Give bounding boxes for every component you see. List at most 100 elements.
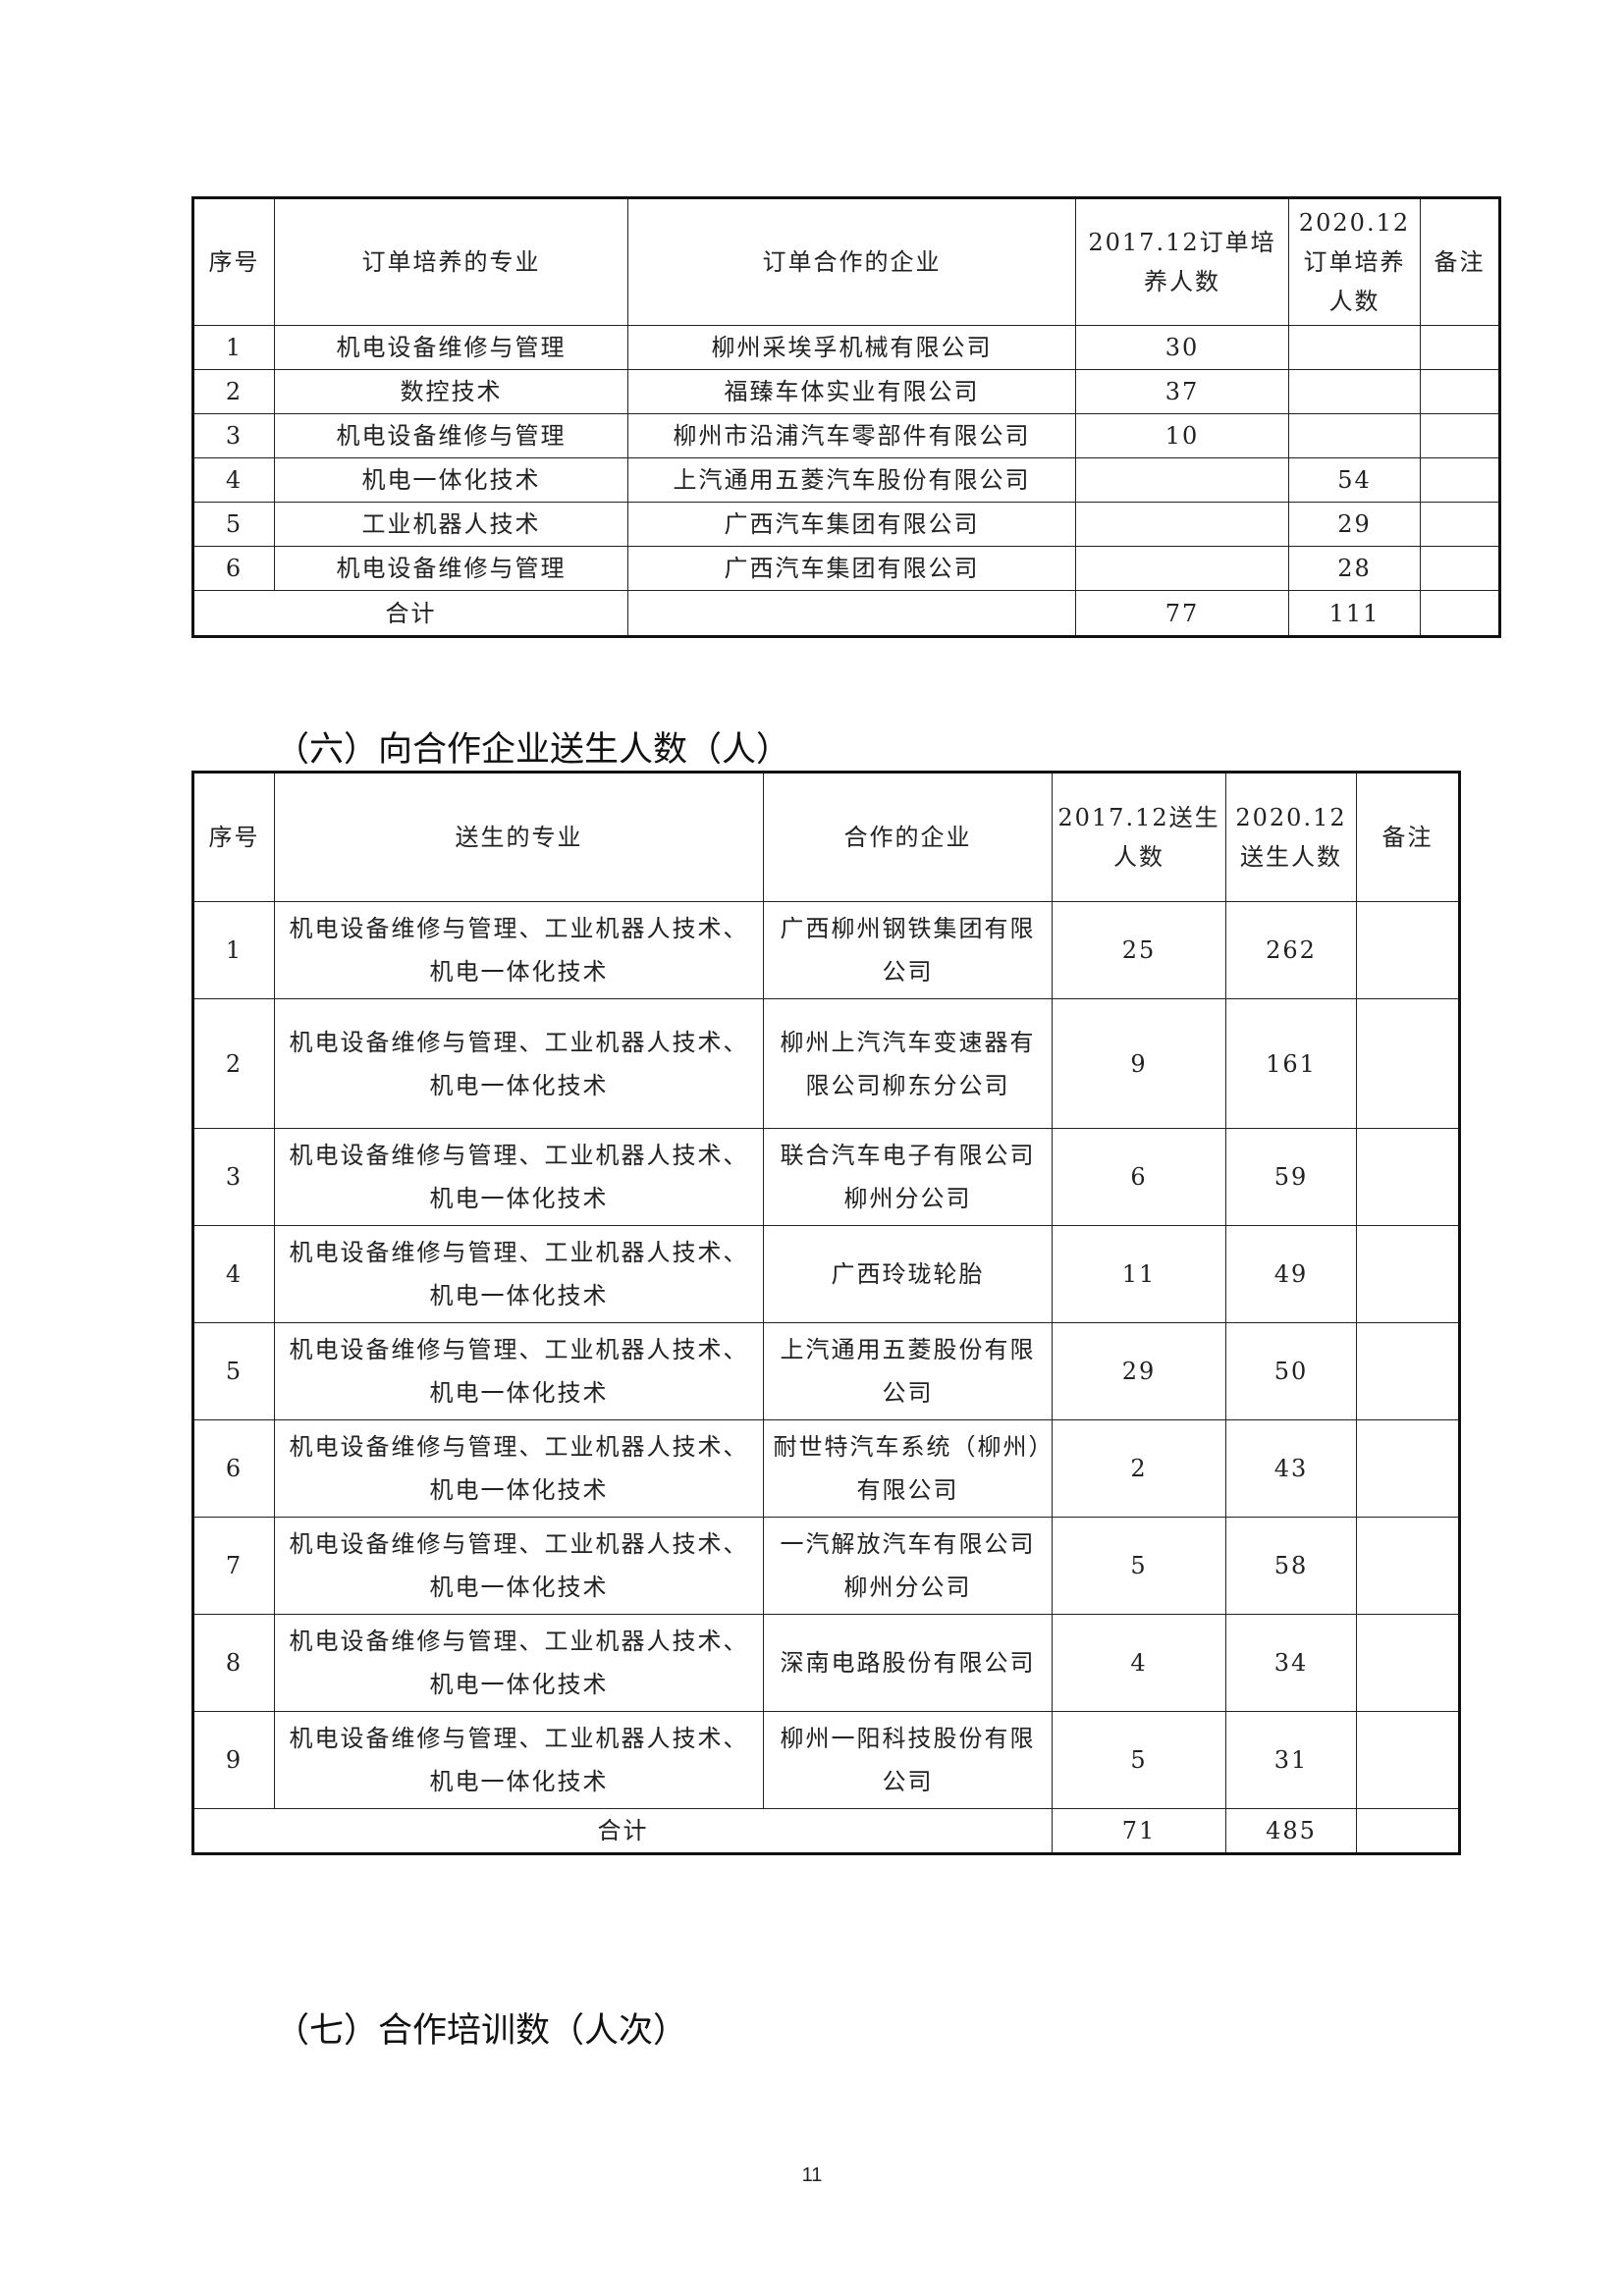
table-row: 9 机电设备维修与管理、工业机器人技术、机电一体化技术 柳州一阳科技股份有限公司 5 3… (192, 1711, 1460, 1809)
table-cell: 43 (1225, 1419, 1357, 1518)
table-row: 1 机电设备维修与管理 柳州采埃孚机械有限公司 30 (192, 325, 1500, 370)
table-cell (1356, 901, 1460, 999)
header-cell: 送生的专业 (274, 772, 764, 902)
table-cell: 4 (192, 457, 275, 503)
table-cell: 机电设备维修与管理、工业机器人技术、机电一体化技术 (274, 901, 764, 999)
table-cell: 25 (1052, 901, 1226, 999)
table-cell: 广西玲珑轮胎 (763, 1225, 1053, 1323)
table-cell: 耐世特汽车系统（柳州）有限公司 (763, 1419, 1053, 1518)
table-cell: 机电设备维修与管理 (274, 546, 628, 591)
table-cell: 5 (1052, 1517, 1226, 1615)
table-cell: 机电设备维修与管理 (274, 413, 628, 458)
table-cell (1356, 1322, 1460, 1420)
header-cell: 序号 (192, 772, 275, 902)
table-cell: 机电设备维修与管理、工业机器人技术、机电一体化技术 (274, 1128, 764, 1226)
table-cell: 联合汽车电子有限公司柳州分公司 (763, 1128, 1053, 1226)
table-cell (1420, 457, 1500, 503)
total-row: 合计 71 485 (192, 1808, 1460, 1854)
table-cell: 深南电路股份有限公司 (763, 1614, 1053, 1712)
table-cell (1288, 369, 1421, 414)
order-training-table: 序号 订单培养的专业 订单合作的企业 2017.12订单培养人数 2020.12… (191, 196, 1501, 638)
table-cell: 上汽通用五菱汽车股份有限公司 (627, 457, 1076, 503)
header-cell: 2017.12订单培养人数 (1075, 197, 1289, 326)
table-cell: 11 (1052, 1225, 1226, 1323)
table-cell: 34 (1225, 1614, 1357, 1712)
table-cell: 161 (1225, 998, 1357, 1129)
table-cell: 机电设备维修与管理、工业机器人技术、机电一体化技术 (274, 1614, 764, 1712)
table-cell: 8 (192, 1614, 275, 1712)
total-note (1356, 1808, 1460, 1854)
table-row: 6 机电设备维修与管理 广西汽车集团有限公司 28 (192, 546, 1500, 591)
table-cell: 机电设备维修与管理、工业机器人技术、机电一体化技术 (274, 1517, 764, 1615)
table-cell: 广西汽车集团有限公司 (627, 546, 1076, 591)
table-cell (1356, 1711, 1460, 1809)
table-cell: 5 (192, 1322, 275, 1420)
table-cell (1356, 1225, 1460, 1323)
table-header-row: 序号 送生的专业 合作的企业 2017.12送生人数 2020.12送生人数 备… (192, 772, 1460, 902)
table-cell: 2 (192, 998, 275, 1129)
table-cell: 1 (192, 901, 275, 999)
table-cell: 2 (192, 369, 275, 414)
header-cell: 合作的企业 (763, 772, 1053, 902)
table-cell: 机电设备维修与管理、工业机器人技术、机电一体化技术 (274, 998, 764, 1129)
table-cell: 4 (192, 1225, 275, 1323)
table-cell: 机电设备维修与管理、工业机器人技术、机电一体化技术 (274, 1225, 764, 1323)
table-row: 5 机电设备维修与管理、工业机器人技术、机电一体化技术 上汽通用五菱股份有限公司 29… (192, 1322, 1460, 1420)
table-cell: 柳州采埃孚机械有限公司 (627, 325, 1076, 370)
table-cell: 30 (1075, 325, 1289, 370)
total-2020: 485 (1225, 1808, 1357, 1854)
header-cell: 2020.12送生人数 (1225, 772, 1357, 902)
table-cell: 6 (192, 1419, 275, 1518)
table-row: 6 机电设备维修与管理、工业机器人技术、机电一体化技术 耐世特汽车系统（柳州）有限公… (192, 1419, 1460, 1518)
table-cell (1420, 413, 1500, 458)
header-cell: 订单培养的专业 (274, 197, 628, 326)
table-cell: 柳州市沿浦汽车零部件有限公司 (627, 413, 1076, 458)
table-cell: 3 (192, 413, 275, 458)
table-cell (1075, 502, 1289, 547)
table-cell: 4 (1052, 1614, 1226, 1712)
table-cell (1356, 1128, 1460, 1226)
table-cell: 9 (192, 1711, 275, 1809)
header-cell: 2017.12送生人数 (1052, 772, 1226, 902)
table-cell (1420, 369, 1500, 414)
table-row: 7 机电设备维修与管理、工业机器人技术、机电一体化技术 一汽解放汽车有限公司柳州分公… (192, 1517, 1460, 1615)
table-row: 3 机电设备维修与管理 柳州市沿浦汽车零部件有限公司 10 (192, 413, 1500, 458)
table-cell: 机电设备维修与管理 (274, 325, 628, 370)
table-cell: 29 (1288, 502, 1421, 547)
total-note (1420, 590, 1500, 637)
section-7-heading: （七）合作培训数（人次） (275, 2011, 688, 2051)
header-cell: 2020.12订单培养人数 (1288, 197, 1421, 326)
table-cell: 工业机器人技术 (274, 502, 628, 547)
table-cell: 3 (192, 1128, 275, 1226)
table-cell (1420, 325, 1500, 370)
table-row: 3 机电设备维修与管理、工业机器人技术、机电一体化技术 联合汽车电子有限公司柳州分公… (192, 1128, 1460, 1226)
table-row: 2 数控技术 福臻车体实业有限公司 37 (192, 369, 1500, 414)
table-cell: 59 (1225, 1128, 1357, 1226)
table-cell: 54 (1288, 457, 1421, 503)
table-row: 4 机电设备维修与管理、工业机器人技术、机电一体化技术 广西玲珑轮胎 11 49 (192, 1225, 1460, 1323)
table-row: 4 机电一体化技术 上汽通用五菱汽车股份有限公司 54 (192, 457, 1500, 503)
total-2017: 77 (1075, 590, 1289, 637)
table-cell: 机电设备维修与管理、工业机器人技术、机电一体化技术 (274, 1322, 764, 1420)
table-cell: 广西汽车集团有限公司 (627, 502, 1076, 547)
table-cell: 2 (1052, 1419, 1226, 1518)
table-cell: 柳州上汽汽车变速器有限公司柳东分公司 (763, 998, 1053, 1129)
header-cell: 订单合作的企业 (627, 197, 1076, 326)
table-cell: 58 (1225, 1517, 1357, 1615)
table-cell: 50 (1225, 1322, 1357, 1420)
table-cell: 机电设备维修与管理、工业机器人技术、机电一体化技术 (274, 1419, 764, 1518)
table-row: 8 机电设备维修与管理、工业机器人技术、机电一体化技术 深南电路股份有限公司 4 34 (192, 1614, 1460, 1712)
table-cell (1075, 457, 1289, 503)
table-cell: 福臻车体实业有限公司 (627, 369, 1076, 414)
total-2017: 71 (1052, 1808, 1226, 1854)
table-cell: 6 (192, 546, 275, 591)
total-company (627, 590, 1076, 637)
table-cell: 柳州一阳科技股份有限公司 (763, 1711, 1053, 1809)
section-6-heading: （六）向合作企业送生人数（人） (275, 730, 791, 770)
table-cell: 7 (192, 1517, 275, 1615)
total-label: 合计 (192, 590, 628, 637)
table-cell: 广西柳州钢铁集团有限公司 (763, 901, 1053, 999)
table-cell (1356, 998, 1460, 1129)
table-cell: 5 (192, 502, 275, 547)
header-cell: 备注 (1356, 772, 1460, 902)
